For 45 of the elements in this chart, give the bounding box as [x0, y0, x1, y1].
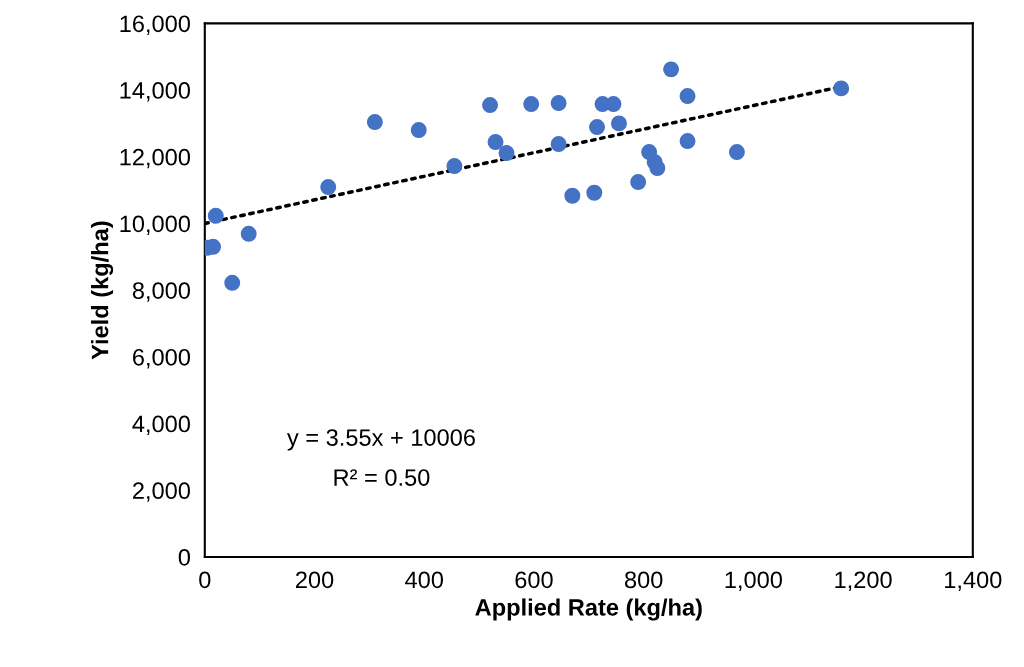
- x-tick-label: 600: [515, 571, 553, 589]
- point: [679, 133, 696, 150]
- point: [586, 184, 603, 201]
- y-axis-title: Yield (kg/ha): [91, 221, 114, 360]
- y-tick-label: 14,000: [120, 82, 190, 102]
- x-tick-label: 1,000: [725, 571, 782, 591]
- point: [679, 88, 696, 105]
- annotation: R² = 0.50: [334, 469, 430, 486]
- point: [207, 207, 224, 224]
- point: [498, 145, 515, 162]
- y-tick-label: 10,000: [120, 215, 190, 236]
- x-tick-label: 400: [405, 571, 443, 589]
- y-tick-label: 12,000: [120, 148, 190, 169]
- point: [320, 179, 337, 196]
- y-tick-label: 8,000: [132, 282, 190, 302]
- x-tick-label: 1,200: [835, 571, 892, 591]
- point: [366, 114, 383, 131]
- point: [410, 122, 427, 139]
- point: [446, 158, 463, 175]
- point: [663, 61, 680, 78]
- x-tick-label: 800: [624, 571, 663, 589]
- point: [523, 96, 540, 113]
- y-tick-label: 2,000: [133, 482, 190, 502]
- point: [630, 174, 647, 191]
- point: [550, 136, 567, 153]
- y-tick-label: 4,000: [132, 415, 190, 436]
- point: [550, 95, 567, 112]
- x-axis-title: Applied Rate (kg/ha): [475, 598, 702, 621]
- point: [240, 225, 257, 242]
- point: [649, 160, 666, 177]
- y-tick-label: 0: [178, 549, 190, 566]
- point: [610, 115, 627, 132]
- point: [564, 187, 581, 204]
- x-tick-label: 0: [199, 571, 211, 589]
- x-tick-label: 200: [296, 571, 334, 589]
- point: [589, 119, 606, 136]
- point: [224, 274, 241, 291]
- point: [482, 97, 499, 114]
- x-tick-label: 1,400: [945, 571, 1002, 591]
- point: [487, 134, 504, 151]
- point: [833, 80, 850, 97]
- y-tick-label: 16,000: [120, 15, 190, 35]
- point: [728, 144, 745, 161]
- annotation: y = 3.55x + 10006: [286, 429, 475, 451]
- y-tick-label: 6,000: [133, 348, 190, 369]
